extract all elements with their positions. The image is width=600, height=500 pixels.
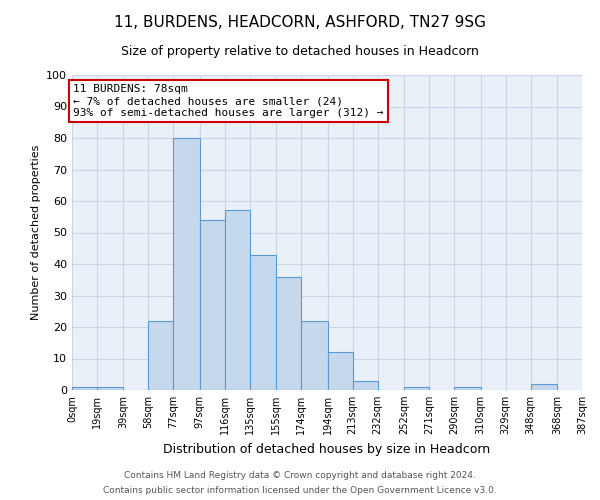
Y-axis label: Number of detached properties: Number of detached properties — [31, 145, 41, 320]
Bar — [328, 352, 353, 390]
Bar — [301, 320, 328, 390]
Bar — [404, 387, 429, 390]
Text: Contains HM Land Registry data © Crown copyright and database right 2024.: Contains HM Land Registry data © Crown c… — [124, 471, 476, 480]
Bar — [530, 384, 557, 390]
Bar — [148, 320, 173, 390]
Bar — [353, 380, 378, 390]
X-axis label: Distribution of detached houses by size in Headcorn: Distribution of detached houses by size … — [163, 442, 491, 456]
Bar — [250, 254, 276, 390]
Bar — [225, 210, 250, 390]
Bar — [173, 138, 200, 390]
Bar — [200, 220, 225, 390]
Bar — [276, 276, 301, 390]
Bar — [454, 387, 481, 390]
Bar — [97, 387, 124, 390]
Text: 11 BURDENS: 78sqm
← 7% of detached houses are smaller (24)
93% of semi-detached : 11 BURDENS: 78sqm ← 7% of detached house… — [73, 84, 384, 117]
Bar — [72, 387, 97, 390]
Text: Contains public sector information licensed under the Open Government Licence v3: Contains public sector information licen… — [103, 486, 497, 495]
Text: Size of property relative to detached houses in Headcorn: Size of property relative to detached ho… — [121, 45, 479, 58]
Text: 11, BURDENS, HEADCORN, ASHFORD, TN27 9SG: 11, BURDENS, HEADCORN, ASHFORD, TN27 9SG — [114, 15, 486, 30]
